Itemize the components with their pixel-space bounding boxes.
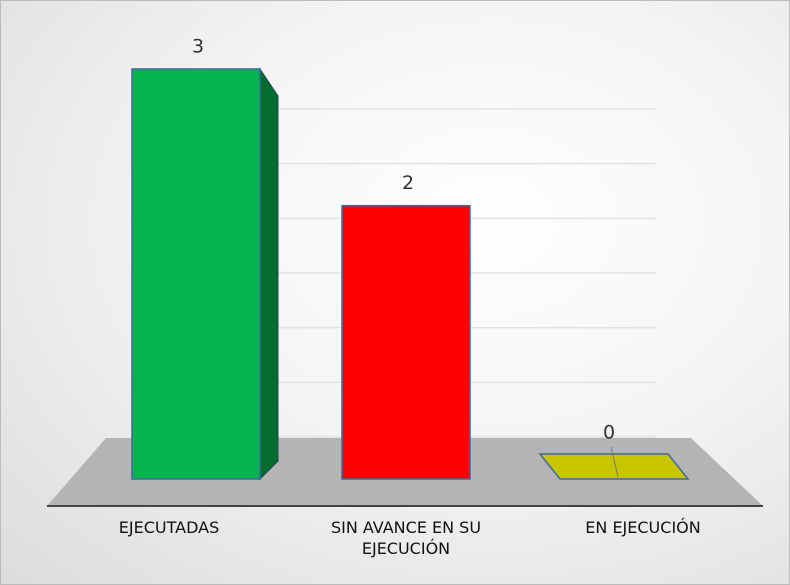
x-tick-label: EJECUTADAS [118,518,220,537]
leader-line [610,446,619,478]
bar [131,68,261,480]
value-label: 3 [192,36,204,58]
x-tick-label: SIN AVANCE EN SU EJECUCIÓN [330,518,482,558]
x-tick-label: EN EJECUCIÓN [585,518,701,537]
value-label: 2 [402,172,414,194]
value-label: 0 [603,422,615,444]
bar [538,453,690,480]
bar [341,204,471,480]
bar-side [259,67,279,481]
